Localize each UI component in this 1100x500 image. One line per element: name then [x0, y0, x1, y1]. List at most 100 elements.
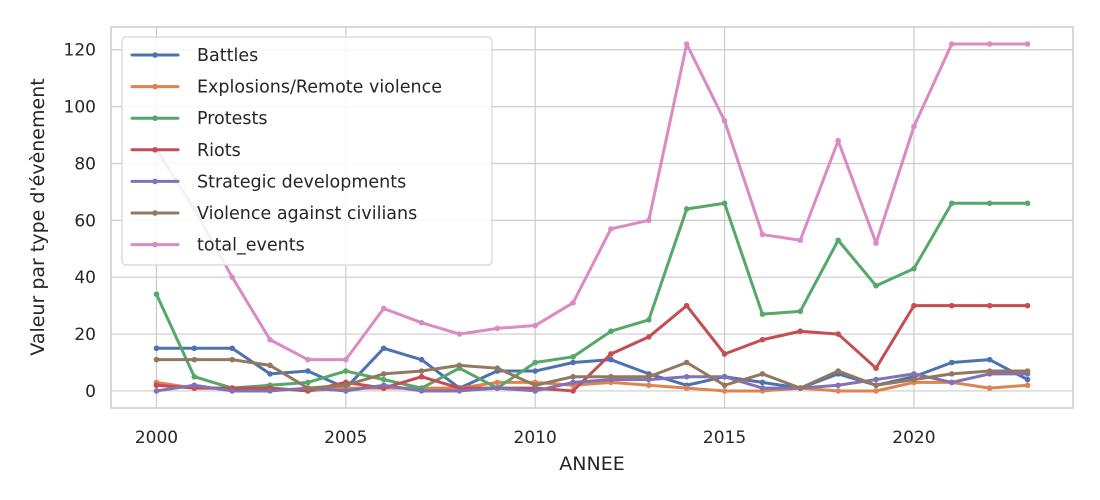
legend-label: Protests	[197, 109, 268, 129]
data-point	[456, 362, 463, 369]
data-point	[721, 373, 728, 380]
data-point	[835, 331, 841, 337]
legend-item: Riots	[130, 141, 241, 161]
data-point	[759, 379, 766, 386]
x-tick-label: 2015	[703, 428, 746, 448]
legend-marker	[152, 210, 158, 216]
x-tick-label: 2005	[324, 428, 367, 448]
data-point	[456, 388, 463, 394]
data-point	[797, 308, 804, 315]
data-point	[911, 123, 917, 130]
data-point	[418, 368, 425, 374]
legend: Battles Explosions/Remote violence Protest…	[121, 36, 493, 266]
data-point	[418, 319, 425, 326]
series-group	[153, 41, 1031, 394]
data-point	[229, 388, 235, 394]
series-violence-against-civilians	[153, 356, 1031, 391]
legend-item: Strategic developments	[130, 172, 406, 192]
data-point	[191, 373, 198, 380]
data-point	[532, 368, 538, 374]
series-riots	[153, 302, 1031, 394]
data-point	[1024, 368, 1031, 374]
data-point	[191, 382, 198, 389]
data-point	[683, 302, 690, 309]
data-point	[191, 345, 198, 352]
legend-item: Protests	[130, 109, 268, 129]
data-point	[1024, 41, 1031, 47]
data-point	[305, 385, 311, 391]
y-tick-label: 0	[85, 382, 96, 402]
x-tick-label: 2020	[892, 428, 935, 448]
data-point	[759, 311, 766, 317]
data-point	[343, 368, 349, 374]
data-point	[229, 356, 235, 363]
data-point	[1024, 302, 1031, 309]
data-point	[759, 371, 766, 377]
data-point	[721, 118, 728, 124]
data-point	[494, 365, 501, 371]
x-tick-label: 2000	[135, 428, 178, 448]
axes: 2000 2005 2010 2015 2020 0 20 40 60 80 100 120	[64, 41, 936, 448]
data-point	[608, 356, 614, 363]
data-point	[646, 373, 652, 380]
data-point	[532, 388, 538, 394]
y-tick-label: 40	[74, 268, 96, 288]
data-point	[949, 302, 955, 309]
data-point	[191, 356, 198, 363]
data-point	[835, 388, 841, 394]
y-tick-label: 80	[74, 154, 96, 174]
data-point	[949, 371, 955, 377]
data-point	[418, 388, 425, 394]
legend-item: Violence against civilians	[130, 204, 417, 224]
data-point	[949, 200, 955, 207]
data-point	[797, 385, 804, 391]
y-tick-label: 20	[74, 325, 96, 345]
data-point	[380, 371, 387, 377]
data-point	[153, 291, 160, 298]
data-point	[267, 371, 273, 377]
data-point	[911, 302, 917, 309]
data-point	[1024, 376, 1031, 383]
data-point	[570, 299, 576, 306]
legend-marker	[152, 83, 158, 90]
data-point	[759, 336, 766, 343]
data-point	[835, 237, 841, 244]
data-point	[267, 362, 273, 369]
x-tick-label: 2010	[514, 428, 557, 448]
data-point	[380, 382, 387, 389]
data-point	[797, 328, 804, 335]
data-point	[873, 365, 879, 371]
data-point	[911, 371, 917, 377]
data-point	[646, 217, 652, 224]
y-tick-label: 60	[74, 211, 96, 231]
data-point	[949, 359, 955, 366]
data-point	[532, 382, 538, 389]
data-point	[570, 388, 576, 394]
data-point	[570, 354, 576, 360]
data-point	[986, 41, 993, 47]
legend-label: Riots	[197, 141, 241, 161]
data-point	[986, 385, 993, 391]
data-point	[608, 328, 614, 335]
data-point	[986, 356, 993, 363]
legend-marker	[152, 52, 158, 58]
legend-label: total_events	[197, 236, 305, 256]
data-point	[608, 351, 614, 357]
data-point	[759, 385, 766, 391]
data-point	[873, 376, 879, 383]
data-point	[305, 379, 311, 386]
data-point	[1024, 200, 1031, 207]
data-point	[418, 373, 425, 380]
data-point	[153, 356, 160, 363]
data-point	[683, 206, 690, 212]
data-point	[380, 305, 387, 312]
legend-label: Strategic developments	[197, 172, 406, 192]
data-point	[570, 373, 576, 380]
y-tick-label: 100	[64, 98, 96, 118]
data-point	[949, 379, 955, 386]
data-point	[797, 237, 804, 244]
legend-marker	[152, 178, 158, 185]
data-point	[494, 379, 501, 386]
